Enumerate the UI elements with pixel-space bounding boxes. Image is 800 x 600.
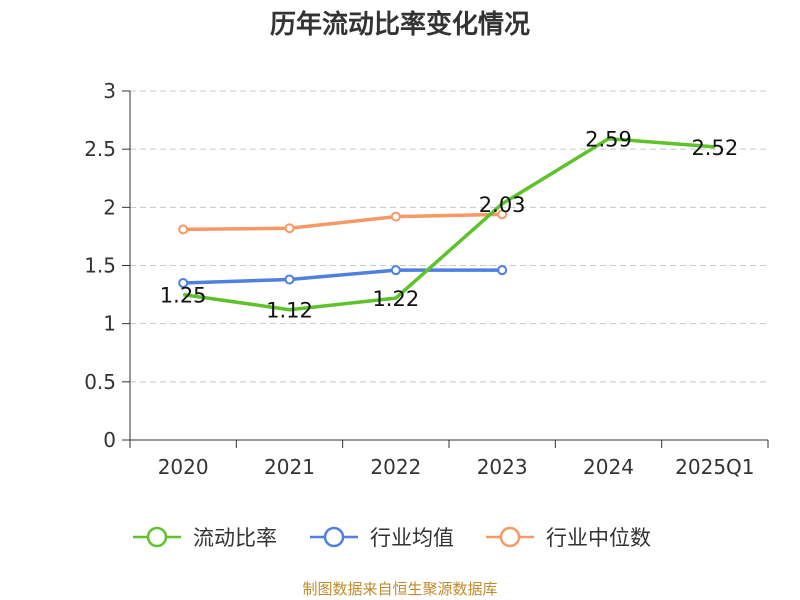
y-tick-label: 1.5 bbox=[84, 254, 116, 278]
data-label: 1.22 bbox=[372, 287, 419, 311]
x-tick-label: 2025Q1 bbox=[675, 455, 754, 479]
series-lines bbox=[178, 136, 715, 312]
data-label: 1.12 bbox=[266, 299, 313, 323]
data-label: 2.03 bbox=[479, 193, 526, 217]
legend-marker bbox=[499, 526, 521, 548]
y-tick-label: 1 bbox=[103, 312, 116, 336]
legend[interactable]: 流动比率 行业均值 行业中位数 bbox=[133, 526, 651, 550]
data-point bbox=[178, 277, 189, 288]
x-tick-label: 2021 bbox=[264, 455, 315, 479]
data-point bbox=[497, 265, 508, 276]
y-axis-ticks: 0 0.5 1 1.5 2 2.5 3 bbox=[84, 79, 116, 452]
x-tick-label: 2024 bbox=[583, 455, 634, 479]
y-tick-label: 2.5 bbox=[84, 137, 116, 161]
x-tick-label: 2022 bbox=[370, 455, 421, 479]
data-label: 2.52 bbox=[691, 136, 738, 160]
legend-label: 行业中位数 bbox=[546, 526, 651, 550]
y-tick-label: 2 bbox=[103, 195, 116, 219]
data-labels: 1.25 1.12 1.22 2.03 2.59 2.52 bbox=[160, 128, 738, 323]
x-tick-label: 2020 bbox=[158, 455, 209, 479]
x-axis-ticks: 2020 2021 2022 2023 2024 2025Q1 bbox=[158, 455, 755, 479]
series-line-1 bbox=[182, 136, 715, 312]
series-line-3 bbox=[183, 212, 503, 232]
x-tick-label: 2023 bbox=[477, 455, 528, 479]
legend-marker bbox=[146, 526, 168, 548]
legend-item-3[interactable]: 行业中位数 bbox=[486, 526, 651, 550]
legend-item-2[interactable]: 行业均值 bbox=[310, 526, 454, 550]
series-line-2 bbox=[183, 268, 503, 285]
data-point bbox=[178, 224, 189, 235]
legend-label: 流动比率 bbox=[193, 526, 277, 550]
y-tick-label: 3 bbox=[103, 79, 116, 103]
data-point bbox=[284, 274, 295, 285]
legend-item-1[interactable]: 流动比率 bbox=[133, 526, 277, 550]
axes bbox=[122, 90, 769, 448]
data-point bbox=[390, 265, 401, 276]
source-note: 制图数据来自恒生聚源数据库 bbox=[302, 580, 498, 598]
data-label: 1.25 bbox=[160, 284, 207, 308]
legend-marker bbox=[323, 526, 345, 548]
grid-lines bbox=[130, 90, 768, 383]
data-point bbox=[284, 223, 295, 234]
data-label: 2.59 bbox=[585, 128, 632, 152]
y-tick-label: 0.5 bbox=[84, 370, 116, 394]
data-point bbox=[390, 211, 401, 222]
legend-label: 行业均值 bbox=[370, 526, 454, 550]
data-point bbox=[497, 209, 508, 220]
chart-title: 历年流动比率变化情况 bbox=[269, 10, 530, 40]
y-tick-label: 0 bbox=[103, 428, 116, 452]
